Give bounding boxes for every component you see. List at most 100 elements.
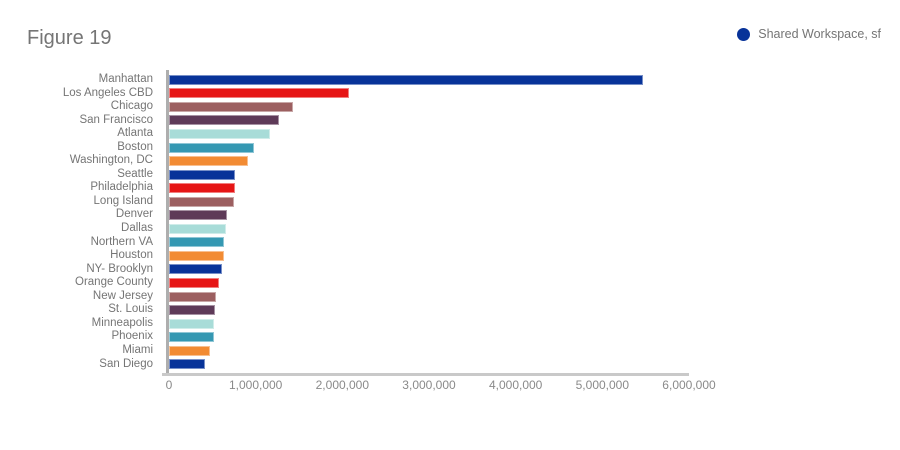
bar-track-houston — [169, 250, 689, 261]
x-tick-label-3: 3,000,000 — [402, 378, 456, 392]
bar-track-phoenix — [169, 332, 689, 343]
bar-track-dallas — [169, 223, 689, 234]
category-label-orange-county: Orange County — [75, 276, 153, 289]
bar-atlanta[interactable] — [169, 128, 270, 139]
bar-row-denver: Denver — [0, 208, 689, 222]
category-label-long-island: Long Island — [93, 194, 153, 207]
bar-row-dallas: Dallas — [0, 222, 689, 236]
bar-row-boston: Boston — [0, 141, 689, 155]
bar-miami[interactable] — [169, 345, 211, 356]
bar-row-northern-va: Northern VA — [0, 236, 689, 250]
bar-track-philadelphia — [169, 183, 689, 194]
bar-washington-dc[interactable] — [169, 156, 248, 167]
bar-houston[interactable] — [169, 250, 224, 261]
bar-row-atlanta: Atlanta — [0, 127, 689, 141]
bar-row-ny-brooklyn: NY- Brooklyn — [0, 263, 689, 277]
category-label-denver: Denver — [115, 208, 153, 221]
bar-philadelphia[interactable] — [169, 183, 235, 194]
bar-track-denver — [169, 210, 689, 221]
bar-track-long-island — [169, 196, 689, 207]
bar-track-atlanta — [169, 128, 689, 139]
category-label-minneapolis: Minneapolis — [91, 316, 153, 329]
category-label-ny-brooklyn: NY- Brooklyn — [86, 262, 153, 275]
bar-row-minneapolis: Minneapolis — [0, 317, 689, 331]
bar-denver[interactable] — [169, 210, 227, 221]
bar-boston[interactable] — [169, 142, 254, 153]
category-label-washington-dc: Washington, DC — [69, 154, 153, 167]
bar-track-boston — [169, 142, 689, 153]
x-tick-label-0: 0 — [165, 378, 173, 392]
bar-row-long-island: Long Island — [0, 195, 689, 209]
bar-row-manhattan: Manhattan — [0, 73, 689, 87]
bar-dallas[interactable] — [169, 223, 227, 234]
bar-track-san-diego — [169, 359, 689, 370]
x-tick-label-6: 6,000,000 — [662, 378, 716, 392]
bar-orange-county[interactable] — [169, 277, 219, 288]
bar-new-jersey[interactable] — [169, 291, 216, 302]
x-tick-label-4: 4,000,000 — [488, 378, 543, 392]
bar-track-san-francisco — [169, 115, 689, 126]
bar-row-new-jersey: New Jersey — [0, 290, 689, 304]
bar-row-houston: Houston — [0, 249, 689, 263]
bar-track-ny-brooklyn — [169, 264, 689, 275]
category-label-phoenix: Phoenix — [111, 330, 153, 343]
x-tick-label-1: 1,000,000 — [228, 378, 283, 392]
category-label-san-diego: San Diego — [99, 357, 153, 370]
category-label-northern-va: Northern VA — [90, 235, 153, 248]
bar-track-washington-dc — [169, 156, 689, 167]
x-axis-labels: 0 1,000,000 2,000,000 3,000,000 4,000,000 5,0… — [0, 378, 900, 394]
category-label-boston: Boston — [117, 140, 153, 153]
bar-track-minneapolis — [169, 318, 689, 329]
bar-row-seattle: Seattle — [0, 168, 689, 182]
category-label-san-francisco: San Francisco — [79, 113, 153, 126]
bar-track-los-angeles-cbd — [169, 88, 689, 99]
bar-track-st-louis — [169, 305, 689, 316]
bar-row-san-diego: San Diego — [0, 357, 689, 371]
x-tick-label-5: 5,000,000 — [575, 378, 630, 392]
y-axis-line — [166, 70, 169, 374]
category-label-houston: Houston — [110, 249, 153, 262]
category-label-new-jersey: New Jersey — [92, 289, 153, 302]
legend-dot-icon — [737, 27, 751, 41]
bar-manhattan[interactable] — [169, 74, 644, 85]
bar-phoenix[interactable] — [169, 332, 214, 343]
bar-track-miami — [169, 345, 689, 356]
bar-los-angeles-cbd[interactable] — [169, 88, 350, 99]
bar-northern-va[interactable] — [169, 237, 225, 248]
x-axis-line — [162, 373, 689, 376]
bar-row-chicago: Chicago — [0, 100, 689, 114]
category-label-philadelphia: Philadelphia — [90, 181, 153, 194]
bar-track-new-jersey — [169, 291, 689, 302]
bar-track-orange-county — [169, 277, 689, 288]
category-label-manhattan: Manhattan — [98, 73, 153, 86]
bar-row-st-louis: St. Louis — [0, 303, 689, 317]
bar-track-northern-va — [169, 237, 689, 248]
bar-san-diego[interactable] — [169, 359, 205, 370]
bar-row-san-francisco: San Francisco — [0, 114, 689, 128]
legend-label: Shared Workspace, sf — [758, 27, 881, 41]
bar-track-seattle — [169, 169, 689, 180]
bar-minneapolis[interactable] — [169, 318, 215, 329]
legend[interactable]: Shared Workspace, sf — [737, 27, 881, 41]
category-label-miami: Miami — [122, 343, 153, 356]
bar-san-francisco[interactable] — [169, 115, 280, 126]
bar-rows: Manhattan Los Angeles CBD Chicago San Franc… — [0, 73, 689, 371]
page-title: Figure 19 — [27, 27, 112, 49]
bar-chart: Manhattan Los Angeles CBD Chicago San Franc… — [0, 70, 689, 376]
bar-row-washington-dc: Washington, DC — [0, 154, 689, 168]
x-tick-label-2: 2,000,000 — [315, 378, 370, 392]
bar-row-philadelphia: Philadelphia — [0, 181, 689, 195]
category-label-st-louis: St. Louis — [108, 303, 153, 316]
category-label-chicago: Chicago — [110, 100, 153, 113]
bar-st-louis[interactable] — [169, 305, 215, 316]
bar-row-phoenix: Phoenix — [0, 330, 689, 344]
bar-ny-brooklyn[interactable] — [169, 264, 223, 275]
category-label-los-angeles-cbd: Los Angeles CBD — [62, 86, 153, 99]
bar-row-los-angeles-cbd: Los Angeles CBD — [0, 87, 689, 101]
bar-chicago[interactable] — [169, 101, 293, 112]
bar-long-island[interactable] — [169, 196, 235, 207]
bar-seattle[interactable] — [169, 169, 236, 180]
bar-track-chicago — [169, 101, 689, 112]
category-label-atlanta: Atlanta — [117, 127, 153, 140]
bar-track-manhattan — [169, 74, 689, 85]
